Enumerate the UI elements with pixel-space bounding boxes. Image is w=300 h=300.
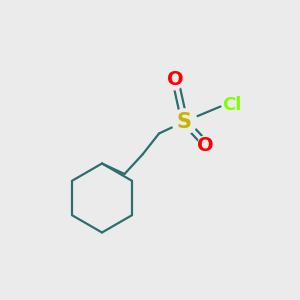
Circle shape bbox=[198, 135, 217, 154]
Circle shape bbox=[172, 109, 197, 134]
Circle shape bbox=[164, 71, 183, 90]
Text: O: O bbox=[197, 136, 214, 155]
Text: S: S bbox=[177, 112, 192, 131]
Text: Cl: Cl bbox=[222, 96, 242, 114]
Text: O: O bbox=[167, 70, 184, 89]
